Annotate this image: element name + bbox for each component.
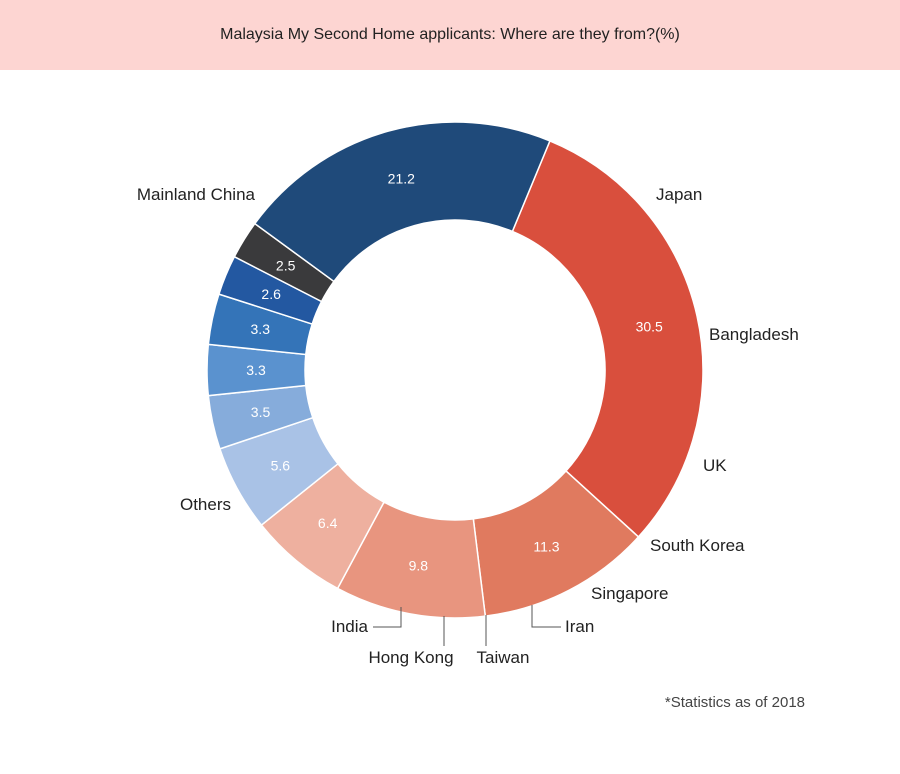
- slice-mainland-china: [511, 139, 704, 538]
- value-label-iran: 3.3: [246, 362, 266, 378]
- value-label-taiwan: 3.3: [251, 321, 271, 337]
- category-label-mainland-china: Mainland China: [137, 185, 256, 204]
- leader-line-india: [373, 607, 402, 628]
- footnote: *Statistics as of 2018: [664, 694, 805, 711]
- category-label-others: Others: [180, 495, 231, 514]
- category-label-south-korea: South Korea: [650, 536, 745, 555]
- value-label-mainland-china: 30.5: [636, 319, 663, 335]
- value-label-others: 21.2: [388, 170, 415, 186]
- value-label-india: 2.5: [276, 257, 296, 273]
- chart-title: Malaysia My Second Home applicants: Wher…: [220, 26, 680, 43]
- value-label-south-korea: 5.6: [271, 457, 291, 473]
- value-label-singapore: 3.5: [251, 404, 271, 420]
- value-label-japan: 11.3: [533, 539, 559, 555]
- title-bar: Malaysia My Second Home applicants: Wher…: [0, 0, 900, 70]
- category-label-taiwan: Taiwan: [477, 648, 530, 667]
- category-label-japan: Japan: [656, 185, 702, 204]
- slice-others: [253, 121, 551, 283]
- leader-line-iran: [531, 605, 561, 628]
- value-label-bangladesh: 9.8: [409, 558, 429, 574]
- category-label-uk: UK: [703, 456, 727, 475]
- category-label-hong-kong: Hong Kong: [368, 648, 453, 667]
- value-label-hong-kong: 2.6: [261, 286, 281, 302]
- category-label-iran: Iran: [565, 617, 594, 636]
- category-label-singapore: Singapore: [591, 584, 669, 603]
- value-label-uk: 6.4: [318, 515, 338, 531]
- category-label-bangladesh: Bangladesh: [709, 325, 799, 344]
- category-label-india: India: [331, 617, 368, 636]
